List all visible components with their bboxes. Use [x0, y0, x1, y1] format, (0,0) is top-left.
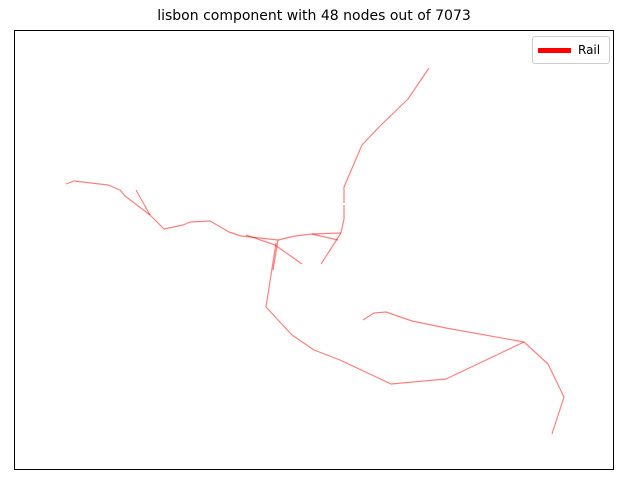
- rail-edge-3: [245, 234, 303, 265]
- rail-edge-1: [65, 180, 342, 241]
- plot-frame: [14, 30, 614, 470]
- rail-edge-8: [272, 239, 279, 271]
- legend: Rail: [532, 36, 610, 64]
- rail-edge-2: [135, 189, 151, 216]
- rail-edge-7: [343, 67, 430, 203]
- rail-edge-6: [340, 205, 345, 234]
- rail-edge-5: [320, 232, 342, 265]
- rail-edge-9: [265, 242, 565, 435]
- rail-edge-10: [362, 311, 525, 343]
- rail-edge-4: [311, 233, 339, 241]
- chart-title: lisbon component with 48 nodes out of 70…: [157, 8, 471, 24]
- legend-swatch-rail: [538, 48, 571, 53]
- legend-label-rail: Rail: [578, 43, 601, 57]
